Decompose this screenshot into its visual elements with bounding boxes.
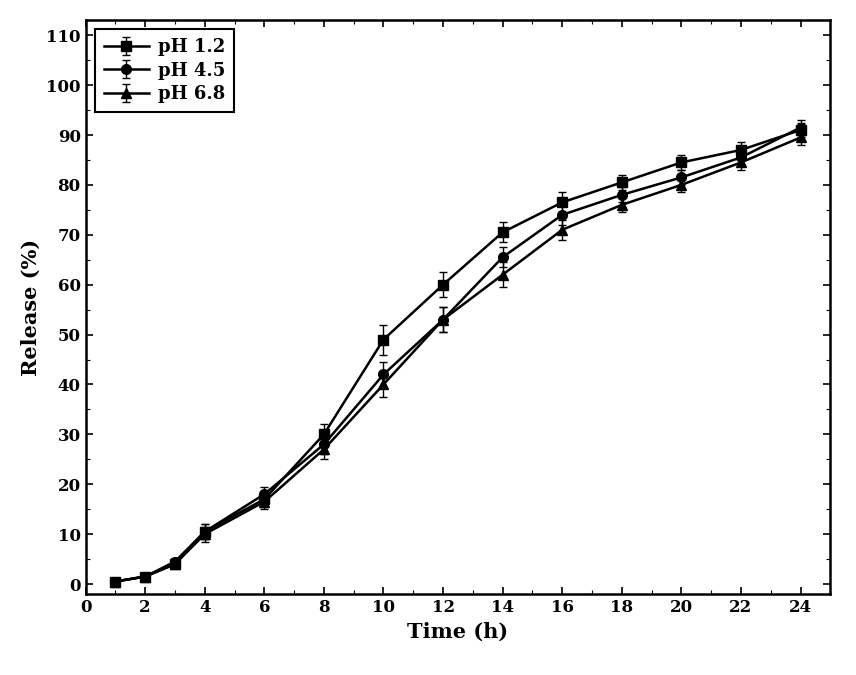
Y-axis label: Release (%): Release (%) (21, 238, 41, 376)
X-axis label: Time (h): Time (h) (407, 622, 508, 641)
Legend: pH 1.2, pH 4.5, pH 6.8: pH 1.2, pH 4.5, pH 6.8 (95, 29, 235, 112)
